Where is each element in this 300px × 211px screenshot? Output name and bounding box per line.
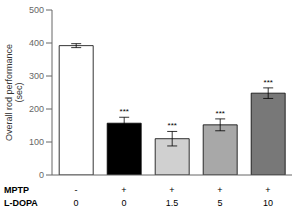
svg-text:1.5: 1.5 — [166, 198, 179, 208]
svg-text:+: + — [217, 185, 222, 195]
svg-text:L-DOPA: L-DOPA — [8, 198, 38, 208]
svg-text:10: 10 — [263, 198, 273, 208]
svg-text:***: *** — [120, 107, 129, 116]
svg-text:***: *** — [216, 109, 225, 118]
svg-text:+: + — [169, 185, 174, 195]
svg-text:+: + — [121, 185, 126, 195]
svg-text:400: 400 — [29, 38, 44, 48]
svg-text:100: 100 — [29, 137, 44, 147]
svg-text:+: + — [265, 185, 270, 195]
svg-text:200: 200 — [29, 104, 44, 114]
svg-text:5: 5 — [217, 198, 222, 208]
svg-text:***: *** — [264, 78, 273, 87]
svg-text:***: *** — [168, 121, 177, 130]
svg-text:0: 0 — [121, 198, 126, 208]
svg-text:-: - — [75, 185, 78, 195]
svg-text:MPTP: MPTP — [8, 185, 29, 195]
svg-text:0: 0 — [39, 170, 44, 180]
svg-text:Overall rod performance(sec): Overall rod performance(sec) — [8, 44, 24, 141]
svg-text:300: 300 — [29, 71, 44, 81]
svg-text:500: 500 — [29, 5, 44, 15]
svg-text:0: 0 — [73, 198, 78, 208]
